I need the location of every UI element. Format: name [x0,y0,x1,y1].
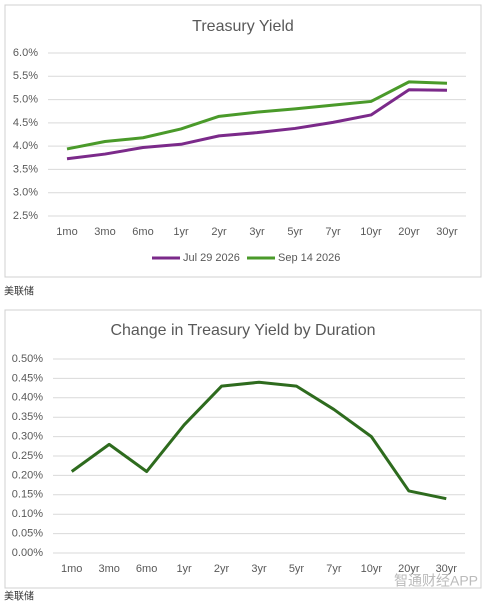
chart-frame [4,4,482,278]
x-tick-label: 7yr [325,226,341,238]
y-tick-label: 3.5% [13,163,38,175]
y-tick-label: 0.00% [12,547,43,559]
y-tick-label: 0.35% [12,411,43,423]
x-tick-label: 1mo [61,563,82,575]
y-tick-label: 3.0% [13,187,38,199]
y-tick-label: 4.5% [13,117,38,129]
legend-label: Sep 14 2026 [278,252,340,264]
data-line [66,80,448,151]
x-tick-label: 5yr [289,563,305,575]
y-tick-label: 5.0% [13,93,38,105]
x-tick-label: 3mo [94,226,115,238]
y-tick-label: 6.0% [13,47,38,59]
y-tick-label: 2.5% [13,210,38,222]
y-tick-label: 0.05% [12,528,43,540]
watermark: 智通财经APP [394,573,478,589]
x-tick-label: 6mo [136,563,157,575]
x-tick-label: 2yr [211,226,227,238]
source-caption: 美联储 [4,285,34,298]
y-tick-label: 0.15% [12,489,43,501]
y-tick-label: 0.50% [12,353,43,365]
y-tick-label: 0.45% [12,372,43,384]
x-tick-label: 5yr [287,226,303,238]
y-tick-label: 0.25% [12,450,43,462]
legend-label: Jul 29 2026 [183,252,240,264]
x-tick-label: 20yr [398,226,420,238]
x-tick-label: 3mo [98,563,119,575]
y-tick-label: 5.5% [13,70,38,82]
x-tick-label: 2yr [214,563,230,575]
x-tick-label: 10yr [360,226,382,238]
x-tick-label: 30yr [436,226,458,238]
y-tick-label: 4.0% [13,140,38,152]
data-line [70,380,447,501]
x-tick-label: 6mo [132,226,153,238]
y-tick-label: 0.40% [12,392,43,404]
y-tick-label: 0.30% [12,431,43,443]
x-tick-label: 20yr [398,563,420,575]
y-tick-label: 0.20% [12,469,43,481]
data-line [66,88,448,161]
chart-title: Treasury Yield [192,18,294,35]
x-tick-label: 3yr [249,226,265,238]
x-tick-label: 1mo [56,226,77,238]
x-tick-label: 30yr [436,563,458,575]
source-caption: 美联储 [4,590,34,602]
y-tick-label: 0.10% [12,508,43,520]
x-tick-label: 7yr [326,563,342,575]
chart-title: Change in Treasury Yield by Duration [110,322,375,339]
x-tick-label: 10yr [361,563,383,575]
x-tick-label: 3yr [251,563,267,575]
x-tick-label: 1yr [173,226,189,238]
chart-frame [4,309,482,589]
x-tick-label: 1yr [176,563,192,575]
